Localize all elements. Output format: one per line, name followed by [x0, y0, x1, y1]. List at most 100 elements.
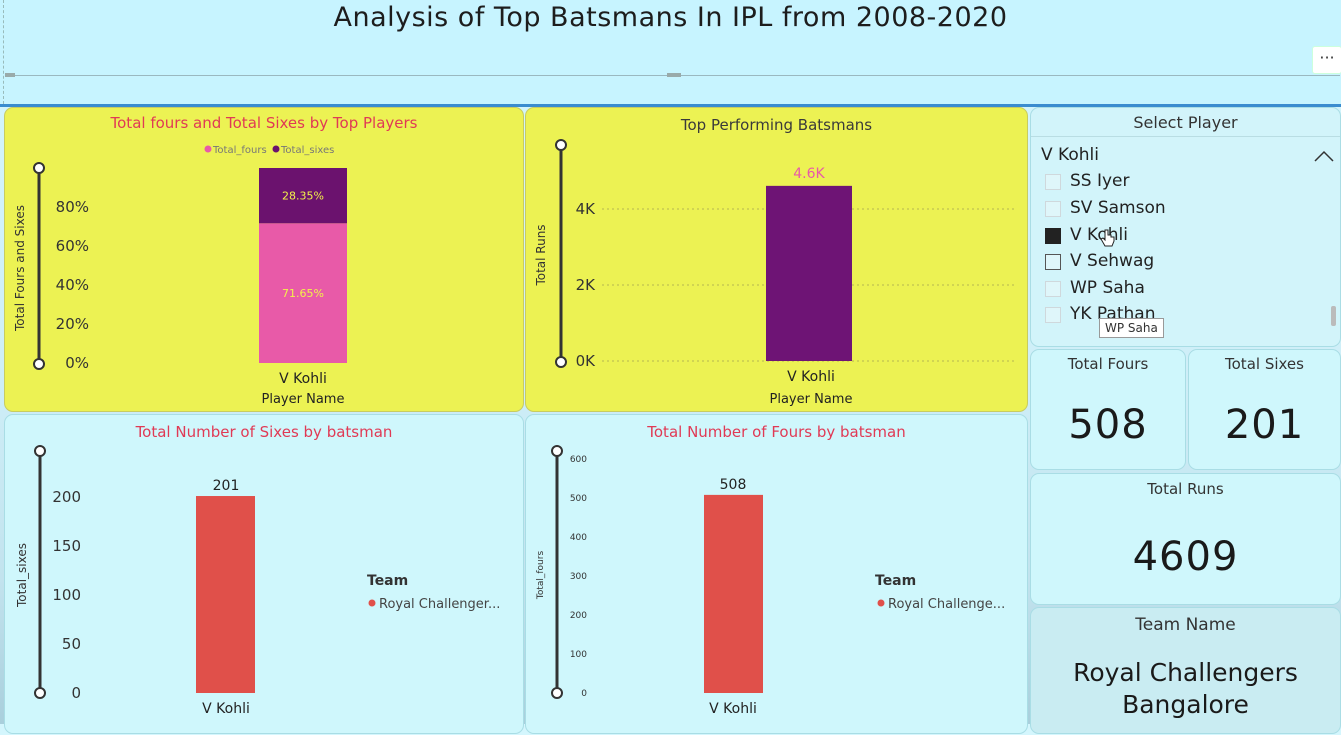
checkbox[interactable] — [1045, 201, 1061, 217]
cursor-hand-icon — [1100, 229, 1115, 247]
legend-swatch-sixes — [272, 145, 280, 153]
card-label: Team Name — [1135, 615, 1236, 635]
y-tick-label: 40% — [56, 276, 89, 294]
team-name-card: Team Name Royal Challengers Bangalore — [1030, 607, 1341, 734]
slicer-item-ss-iyer[interactable]: SS Iyer — [1031, 170, 1321, 196]
slicer-dropdown[interactable]: V Kohli — [1031, 142, 1340, 166]
y-axis-label: Total_sixes — [15, 543, 29, 608]
fours-panel: Total Number of Fours by batsman Total_f… — [525, 414, 1028, 734]
bar-fours-v-kohli[interactable] — [259, 223, 347, 363]
legend-item-team[interactable]: Royal Challenge... — [888, 597, 1005, 612]
zoom-slider[interactable] — [555, 139, 567, 368]
data-label-fours: 71.65% — [282, 287, 324, 300]
team-name-line-2: Bangalore — [1122, 690, 1249, 719]
player-slicer: Select Player V Kohli SS Iyer SV Samson … — [1030, 107, 1341, 347]
zoom-slider[interactable] — [551, 445, 563, 699]
zoom-slider[interactable] — [33, 162, 45, 370]
y-tick-label: 50 — [62, 635, 81, 653]
checkbox[interactable] — [1045, 281, 1061, 297]
y-tick-label: 200 — [570, 611, 587, 621]
checkbox[interactable] — [1045, 307, 1061, 323]
y-axis-ticks: 0 100 200 300 400 500 600 — [570, 455, 587, 699]
total-runs-card: Total Runs 4609 — [1030, 473, 1341, 605]
fours-sixes-chart: Total_fours Total_sixes Total Fours and … — [13, 145, 347, 407]
slicer-item-v-sehwag[interactable]: V Sehwag — [1031, 250, 1321, 276]
team-name-line-1: Royal Challengers — [1073, 658, 1298, 687]
checkbox[interactable] — [1045, 174, 1061, 190]
page-title: Analysis of Top Batsmans In IPL from 200… — [333, 2, 1008, 33]
sixes-panel: Total Number of Sixes by batsman Total_s… — [4, 414, 524, 734]
runs-chart: Total Runs 0K 2K 4K 4.6K V Kohli Player Na… — [534, 139, 1016, 407]
card-value: 4609 — [1132, 534, 1239, 580]
sixes-chart: Total_sixes 0 50 100 150 200 201 V Kohli Tea… — [15, 445, 500, 717]
checkbox[interactable] — [1045, 254, 1061, 270]
y-tick-label: 0K — [576, 352, 597, 370]
chevron-up-icon[interactable] — [1314, 150, 1334, 162]
title-band: Analysis of Top Batsmans In IPL from 200… — [0, 0, 1341, 107]
y-tick-label: 600 — [570, 455, 587, 465]
x-category-label: V Kohli — [279, 371, 327, 387]
y-tick-label: 300 — [570, 572, 587, 582]
x-axis-label: Player Name — [770, 392, 853, 407]
x-category-label: V Kohli — [709, 701, 757, 717]
y-tick-label: 150 — [52, 537, 81, 555]
slicer-selected-value: V Kohli — [1041, 145, 1099, 165]
legend-item-team[interactable]: Royal Challenger... — [379, 597, 500, 612]
runs-title: Top Performing Batsmans — [680, 116, 873, 134]
resize-handle-left[interactable] — [5, 73, 15, 77]
y-tick-label: 4K — [576, 200, 597, 218]
tooltip: WP Saha — [1099, 318, 1164, 338]
slicer-divider — [1031, 136, 1340, 137]
slicer-scrollbar[interactable] — [1331, 306, 1336, 326]
more-options-button[interactable]: ··· — [1312, 46, 1341, 74]
checkbox-checked[interactable] — [1045, 228, 1061, 244]
y-tick-label: 0% — [65, 354, 89, 372]
y-tick-label: 80% — [56, 198, 89, 216]
slicer-item-label: V Kohli — [1070, 225, 1128, 245]
legend-label-sixes: Total_sixes — [280, 145, 334, 156]
bar-fours-v-kohli[interactable] — [704, 494, 763, 693]
slicer-item-label: SV Samson — [1070, 198, 1166, 218]
slicer-item-label: SS Iyer — [1070, 171, 1130, 191]
y-tick-label: 20% — [56, 315, 89, 333]
legend-title: Team — [875, 573, 916, 589]
fours-chart: Total_fours 0 100 200 300 400 500 600 508 V Ko… — [536, 445, 1005, 717]
card-label: Total Sixes — [1225, 355, 1304, 373]
total-sixes-card: Total Sixes 201 — [1188, 349, 1341, 470]
fours-sixes-title: Total fours and Total Sixes by Top Playe… — [110, 114, 418, 132]
fours-sixes-panel: Total fours and Total Sixes by Top Playe… — [4, 107, 524, 412]
y-tick-label: 100 — [570, 650, 587, 660]
legend-swatch-team — [368, 599, 376, 607]
x-axis-label: Player Name — [262, 392, 345, 407]
card-label: Total Fours — [1067, 355, 1149, 373]
zoom-slider[interactable] — [34, 445, 46, 699]
selection-border — [3, 0, 5, 104]
slicer-item-sv-samson[interactable]: SV Samson — [1031, 197, 1321, 223]
slicer-title: Select Player — [1133, 113, 1238, 132]
bar-runs-v-kohli[interactable] — [766, 185, 852, 361]
y-axis-label: Total Fours and Sixes — [13, 205, 27, 332]
x-category-label: V Kohli — [787, 369, 835, 385]
resize-handle-center[interactable] — [667, 73, 681, 77]
y-axis-label: Total_fours — [536, 551, 546, 601]
total-fours-card: Total Fours 508 — [1030, 349, 1186, 470]
data-label-runs: 4.6K — [793, 166, 825, 182]
card-value: 508 — [1068, 402, 1148, 448]
slicer-item-v-kohli[interactable]: V Kohli — [1031, 224, 1321, 250]
y-tick-label: 2K — [576, 276, 597, 294]
y-tick-label: 0 — [581, 689, 587, 699]
slicer-item-yk-pathan[interactable]: YK Pathan — [1031, 303, 1321, 329]
legend-label-fours: Total_fours — [212, 145, 267, 156]
bar-sixes-v-kohli[interactable] — [259, 168, 347, 224]
slicer-item-label: V Sehwag — [1070, 251, 1155, 271]
y-tick-label: 60% — [56, 237, 89, 255]
bar-sixes-v-kohli[interactable] — [196, 496, 255, 693]
card-label: Total Runs — [1147, 480, 1224, 498]
y-axis-ticks: 0% 20% 40% 60% 80% — [56, 198, 89, 372]
data-label-fours: 508 — [720, 477, 747, 493]
y-axis-label: Total Runs — [534, 224, 548, 286]
slicer-item-wp-saha[interactable]: WP Saha — [1031, 277, 1321, 303]
y-tick-label: 400 — [570, 533, 587, 543]
y-tick-label: 500 — [570, 494, 587, 504]
y-tick-label: 0 — [71, 684, 81, 702]
